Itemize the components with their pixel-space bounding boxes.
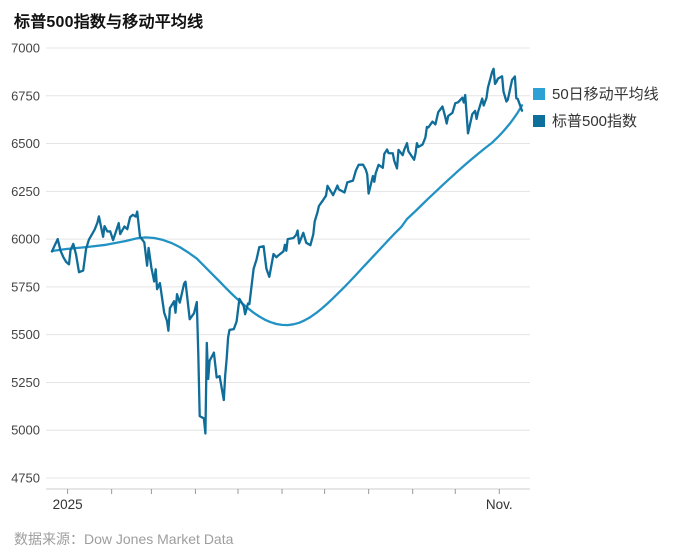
legend-item: 50日移动平均线 bbox=[533, 83, 659, 104]
sp500-price-line bbox=[50, 67, 524, 435]
y-axis-tick-label: 5500 bbox=[11, 327, 40, 342]
y-axis-tick-label: 6500 bbox=[11, 136, 40, 151]
legend-label: 标普500指数 bbox=[552, 113, 638, 130]
legend-swatch-icon bbox=[533, 87, 545, 100]
y-axis-tick-label: 6750 bbox=[11, 88, 40, 103]
y-axis-tick-label: 7000 bbox=[11, 41, 40, 56]
legend-item: 标普500指数 bbox=[533, 110, 659, 131]
chart-title: 标普500指数与移动平均线 bbox=[14, 14, 204, 31]
y-axis-tick-label: 6250 bbox=[11, 184, 40, 199]
y-axis-tick-label: 4750 bbox=[11, 471, 40, 486]
legend-swatch-icon bbox=[533, 114, 545, 127]
y-axis-tick-label: 5000 bbox=[11, 423, 40, 438]
y-axis-tick-label: 6000 bbox=[11, 232, 40, 247]
legend-label: 50日移动平均线 bbox=[552, 86, 659, 103]
data-source-note: 数据来源：Dow Jones Market Data bbox=[14, 531, 234, 547]
y-axis-tick-label: 5750 bbox=[11, 279, 40, 294]
chart-legend: 50日移动平均线 标普500指数 bbox=[533, 83, 659, 131]
x-axis-tick-label: 2025 bbox=[53, 497, 83, 512]
ma-50-line bbox=[50, 104, 524, 327]
y-axis-tick-label: 5250 bbox=[11, 375, 40, 390]
x-axis-tick-label: Nov. bbox=[486, 497, 513, 512]
